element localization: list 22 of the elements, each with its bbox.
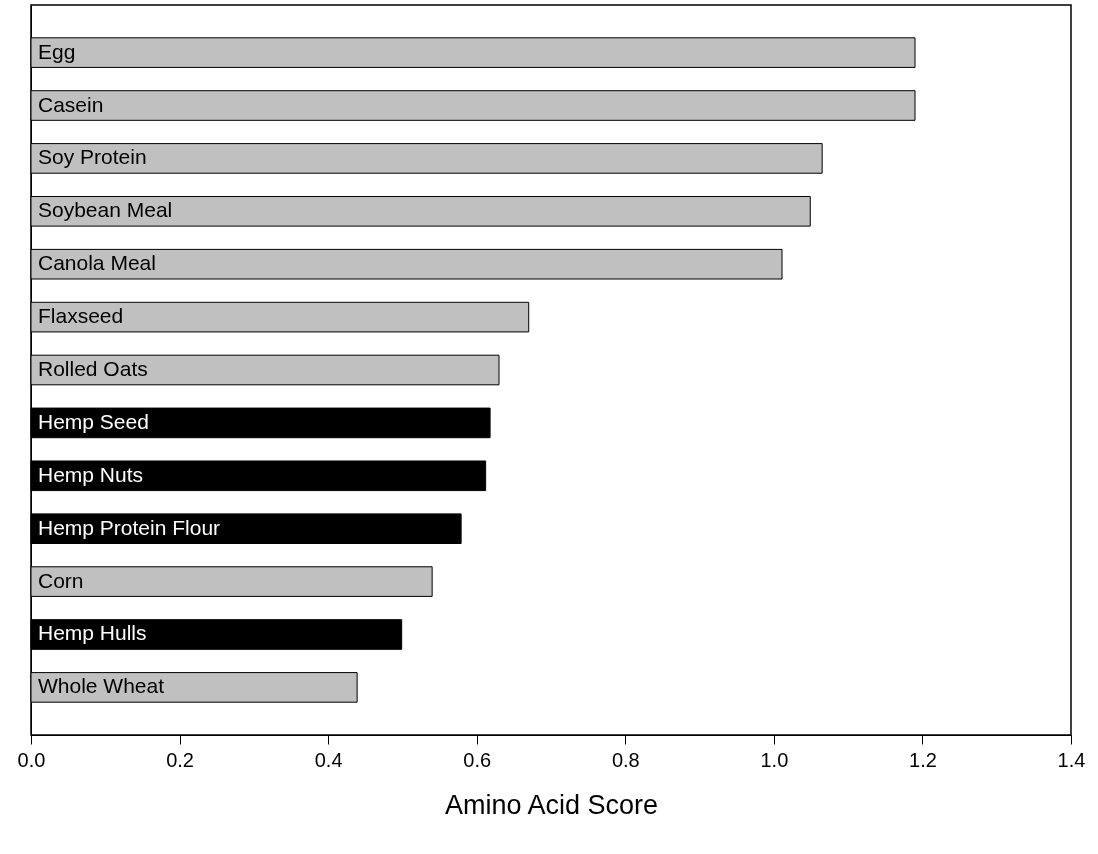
y-tick-label: Casein: [38, 92, 104, 116]
y-tick-label: Canola Meal: [38, 251, 156, 275]
y-tick-label: Egg: [38, 39, 76, 63]
x-tick-label: 0.8: [611, 748, 640, 771]
x-tick-label: 0.0: [17, 748, 46, 771]
x-tick-label: 0.4: [314, 748, 343, 771]
y-tick-label: Soy Protein: [38, 145, 147, 169]
y-tick-label: Hemp Protein Flour: [38, 515, 221, 539]
y-tick-label: Hemp Seed: [38, 409, 149, 433]
x-tick-label: 1.0: [760, 748, 789, 771]
y-tick-label: Hemp Hulls: [38, 621, 147, 645]
x-axis-title: Amino Acid Score: [444, 789, 659, 820]
x-tick-label: 1.2: [909, 748, 937, 771]
y-tick-label: Flaxseed: [38, 304, 124, 328]
x-tick-label: 0.6: [463, 748, 492, 771]
x-tick-label: 0.2: [166, 748, 194, 771]
y-tick-label: Corn: [38, 568, 84, 592]
y-tick-label: Rolled Oats: [38, 357, 148, 380]
y-tick-label: Hemp Nuts: [38, 462, 144, 486]
y-tick-label: Whole Wheat: [38, 674, 165, 698]
y-tick-label: Soybean Meal: [38, 198, 173, 222]
x-tick-label: 1.4: [1057, 748, 1086, 771]
